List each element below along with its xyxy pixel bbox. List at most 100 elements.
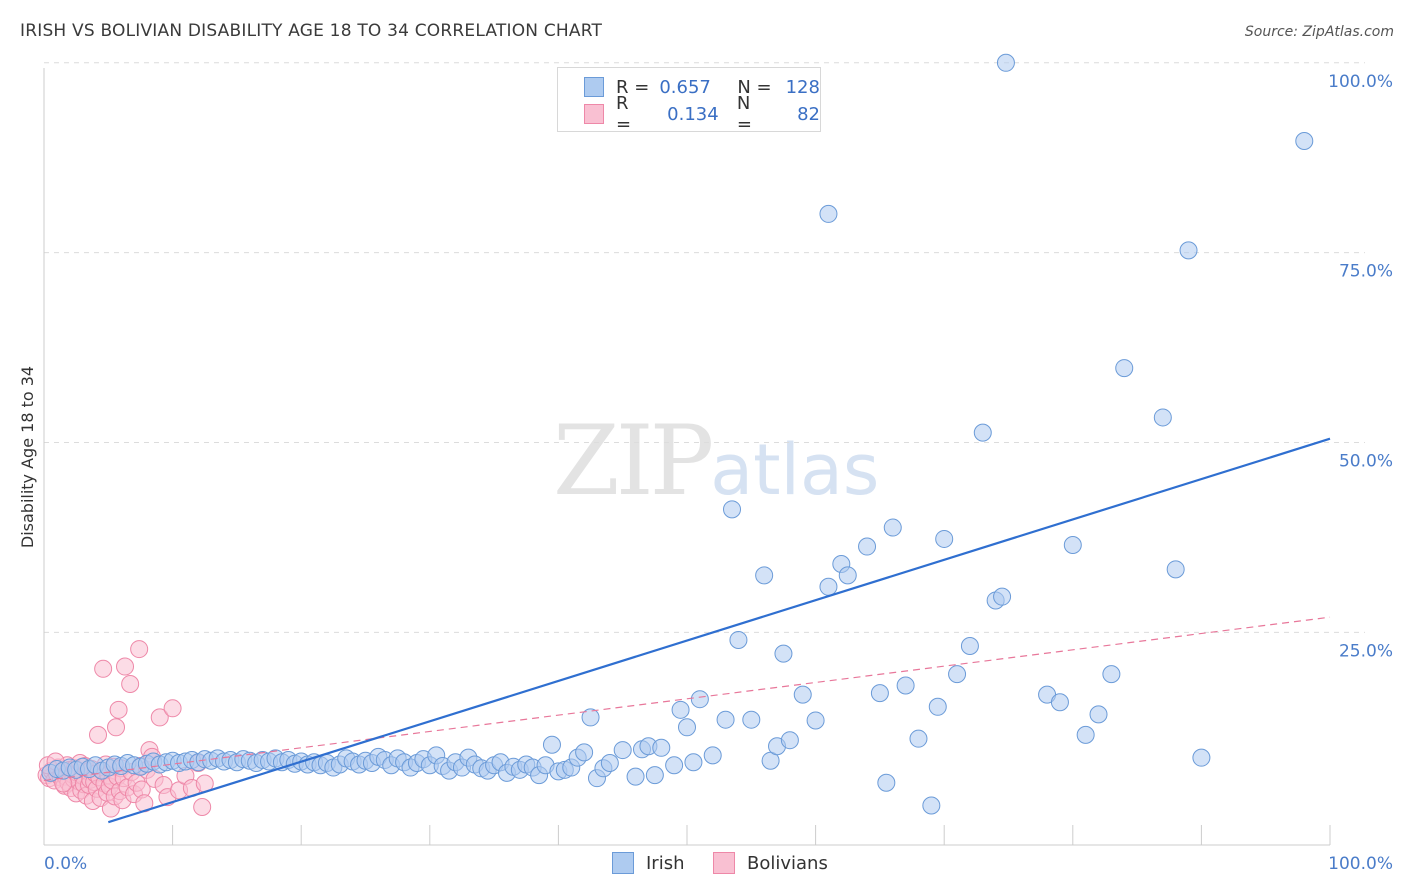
x-tick-label: 0.0% bbox=[44, 854, 87, 874]
irish-point bbox=[870, 684, 889, 703]
correlation-legend: R = 0.657 N = 128 R = 0.134 N = 82 bbox=[557, 67, 821, 135]
irish-r-label: R = bbox=[616, 76, 650, 98]
irish-point bbox=[1192, 748, 1211, 767]
irish-point bbox=[703, 746, 722, 765]
irish-point bbox=[671, 700, 690, 719]
y-axis-label: Disability Age 18 to 34 bbox=[18, 366, 37, 548]
irish-point bbox=[1050, 693, 1069, 712]
irish-legend-swatch bbox=[612, 852, 634, 874]
irish-point bbox=[652, 738, 671, 757]
irish-point bbox=[742, 710, 761, 729]
irish-point bbox=[935, 529, 954, 548]
irish-point bbox=[883, 518, 902, 537]
bolivians-legend-label: Bolivians bbox=[747, 852, 828, 874]
irish-point bbox=[819, 577, 838, 596]
irish-n-value: 128 bbox=[785, 76, 820, 98]
irish-swatch bbox=[584, 77, 604, 97]
irish-point bbox=[723, 500, 742, 519]
bolivians-trendline bbox=[43, 616, 1331, 782]
watermark-zip: ZIP bbox=[553, 405, 714, 517]
irish-point bbox=[684, 753, 703, 772]
irish-point bbox=[1166, 560, 1185, 579]
irish-point bbox=[1295, 132, 1314, 151]
irish-point bbox=[909, 729, 928, 748]
irish-point bbox=[716, 710, 735, 729]
bolivian-point bbox=[150, 708, 169, 727]
bolivians-r-value: 0.134 bbox=[667, 103, 719, 125]
irish-point bbox=[793, 685, 812, 704]
bolivian-point bbox=[163, 699, 182, 718]
y-tick-label: 25.0% bbox=[1339, 641, 1393, 661]
legend-item-irish[interactable]: Irish bbox=[612, 852, 685, 874]
irish-point bbox=[678, 718, 696, 737]
irish-point bbox=[960, 637, 979, 656]
legend-row-bolivians: R = 0.134 N = 82 bbox=[584, 93, 820, 135]
irish-point bbox=[1063, 536, 1082, 555]
irish-point bbox=[1102, 665, 1121, 684]
irish-point bbox=[922, 796, 941, 815]
bolivians-r-label: R = bbox=[615, 93, 632, 135]
source-credit: Source: ZipAtlas.com bbox=[1244, 24, 1394, 40]
irish-point bbox=[858, 537, 877, 556]
bolivians-n-label: N = bbox=[736, 93, 753, 135]
irish-point bbox=[1115, 359, 1134, 378]
axes bbox=[43, 68, 1331, 846]
irish-point bbox=[542, 735, 561, 754]
irish-point bbox=[1089, 705, 1108, 724]
legend-item-bolivians[interactable]: Bolivians bbox=[713, 852, 828, 874]
irish-point bbox=[690, 690, 709, 709]
irish-point bbox=[600, 753, 619, 772]
irish-n-label: N = bbox=[737, 76, 772, 98]
irish-point bbox=[780, 731, 799, 750]
y-tick-label: 100.0% bbox=[1328, 72, 1393, 92]
irish-point bbox=[774, 644, 793, 663]
irish-point bbox=[928, 697, 947, 716]
y-tick-label: 50.0% bbox=[1339, 452, 1393, 472]
irish-point bbox=[1179, 241, 1198, 260]
trendlines bbox=[43, 437, 1331, 824]
bolivian-point bbox=[107, 718, 126, 737]
irish-point bbox=[993, 587, 1012, 606]
bolivian-point bbox=[130, 640, 149, 659]
bolivians-n-value: 82 bbox=[797, 103, 820, 125]
irish-trendline bbox=[107, 437, 1331, 824]
bolivian-point bbox=[109, 700, 128, 719]
bolivian-point bbox=[121, 675, 140, 693]
bolivian-point bbox=[94, 659, 113, 678]
irish-point bbox=[996, 53, 1015, 72]
irish-point bbox=[1153, 408, 1172, 427]
irish-point bbox=[819, 204, 838, 223]
bolivian-point bbox=[193, 798, 212, 817]
irish-point bbox=[581, 708, 600, 727]
irish-point bbox=[626, 767, 645, 786]
irish-point bbox=[575, 743, 594, 762]
irish-point bbox=[973, 423, 992, 442]
irish-point bbox=[896, 676, 915, 695]
irish-point bbox=[1076, 725, 1095, 744]
irish-point bbox=[729, 630, 748, 649]
irish-legend-label: Irish bbox=[646, 852, 685, 874]
irish-point bbox=[645, 766, 664, 785]
irish-point bbox=[613, 741, 632, 760]
irish-point bbox=[838, 566, 857, 585]
x-tick-label: 100.0% bbox=[1328, 854, 1393, 874]
bolivians-swatch bbox=[584, 104, 604, 124]
bolivian-point bbox=[89, 725, 108, 744]
y-tick-label: 75.0% bbox=[1339, 262, 1393, 282]
irish-r-value: 0.657 bbox=[659, 76, 711, 98]
irish-point bbox=[755, 566, 774, 585]
irish-point bbox=[877, 773, 896, 792]
legend-row-irish: R = 0.657 N = 128 bbox=[584, 75, 820, 99]
bolivians-points bbox=[37, 640, 214, 818]
chart-title: IRISH VS BOLIVIAN DISABILITY AGE 18 TO 3… bbox=[20, 21, 603, 41]
irish-point bbox=[665, 756, 684, 775]
bolivian-point bbox=[116, 657, 135, 676]
irish-points bbox=[41, 53, 1314, 815]
bolivians-legend-swatch bbox=[713, 852, 735, 874]
irish-point bbox=[948, 665, 967, 684]
grid-lines bbox=[44, 62, 1365, 633]
series-legend: Irish Bolivians bbox=[0, 852, 1406, 876]
irish-point bbox=[806, 711, 825, 730]
axis-labels: 25.0% 50.0% 75.0% 100.0% 0.0% 100.0% Disabilit… bbox=[18, 72, 1393, 874]
